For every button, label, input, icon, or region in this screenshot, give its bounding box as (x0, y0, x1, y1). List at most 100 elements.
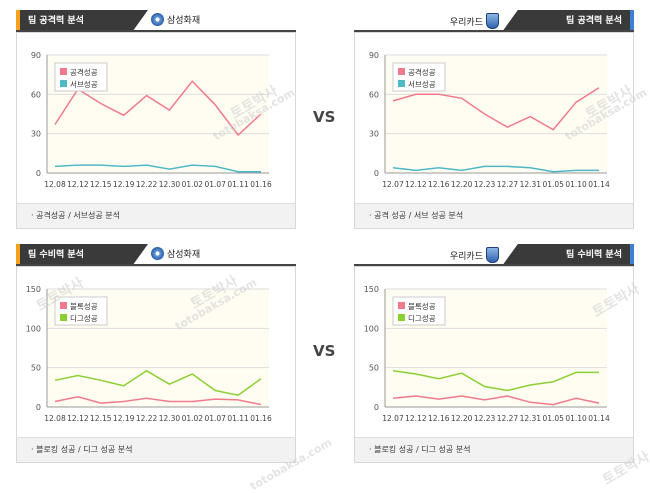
team-name: 삼성화재 (167, 16, 201, 26)
y-tick-label: 30 (369, 130, 379, 139)
x-tick-label: 12.19 (113, 180, 135, 189)
x-tick-label: 12.30 (159, 180, 181, 189)
x-tick-label: 12.23 (474, 180, 496, 189)
vs-label-defense: VS (313, 342, 336, 360)
woori-attack-panel: 팀 공격력 분석 우리카드 0 30 60 90 12.07 12.12 12.16 12.2… (354, 10, 634, 229)
defense-line-chart: 0 50 100 150 12.07 12.12 12.16 12.20 12.23 12.27 1… (364, 285, 610, 423)
legend-label: 공격성공 (408, 67, 436, 77)
team-name: 우리카드 (449, 251, 483, 262)
legend-label: 공격성공 (70, 67, 98, 77)
x-tick-label: 12.12 (67, 414, 89, 423)
x-tick-label: 12.22 (136, 180, 158, 189)
x-tick-label: 12.12 (405, 180, 427, 189)
x-tick-label: 01.10 (565, 414, 587, 423)
team-label: 삼성화재 (151, 247, 200, 260)
x-tick-label: 01.16 (250, 180, 272, 189)
x-tick-label: 12.31 (520, 180, 542, 189)
chart-footer: · 블로킹 성공 / 디그 성공 분석 (17, 437, 295, 462)
series-line (392, 87, 600, 131)
panel-header: 팀 공격력 분석 삼성화재 (16, 10, 296, 32)
x-tick-label: 01.07 (204, 180, 226, 189)
y-tick-label: 100 (26, 324, 41, 333)
x-tick-label: 01.05 (542, 180, 564, 189)
x-tick-label: 12.16 (428, 414, 450, 423)
x-tick-label: 01.07 (204, 414, 226, 423)
legend-label: 디그성공 (70, 314, 98, 323)
y-tick-label: 0 (374, 169, 379, 178)
x-tick-label: 12.22 (136, 414, 158, 423)
chart-box: 0 30 60 90 12.08 12.12 12.15 12.19 12.22 12.30 01.… (16, 32, 296, 229)
chart-box: 0 50 100 150 12.07 12.12 12.16 12.20 12.23 12.27 1… (354, 266, 634, 463)
team-name: 삼성화재 (167, 250, 201, 260)
samsung-emblem-icon (151, 247, 164, 260)
team-label: 우리카드 (450, 247, 499, 263)
y-tick-label: 50 (31, 364, 41, 373)
y-tick-label: 60 (31, 90, 41, 99)
legend-label: 디그성공 (408, 314, 436, 323)
legend-swatch (398, 80, 405, 87)
team-name: 우리카드 (449, 17, 483, 28)
x-tick-label: 01.14 (588, 414, 610, 423)
x-tick-label: 01.16 (250, 414, 272, 423)
panel-header: 팀 공격력 분석 우리카드 (354, 10, 634, 32)
x-tick-label: 12.12 (67, 180, 89, 189)
panel-header: 팀 수비력 분석 삼성화재 (16, 244, 296, 266)
legend-label: 서브성공 (408, 80, 436, 89)
series-line (54, 396, 262, 406)
y-tick-label: 90 (369, 51, 379, 60)
series-line (392, 370, 599, 392)
legend-label: 서브성공 (70, 80, 98, 89)
vs-label-attack: VS (313, 108, 336, 126)
series-line (54, 164, 261, 173)
legend-swatch (398, 68, 405, 75)
x-tick-label: 12.20 (451, 414, 473, 423)
panel-title: 팀 공격력 분석 (502, 10, 634, 32)
y-tick-label: 50 (369, 364, 379, 373)
chart-footer: · 블로킹 성공 / 디그 성공 분석 (355, 437, 633, 462)
x-tick-label: 01.11 (227, 414, 249, 423)
x-tick-label: 12.16 (428, 180, 450, 189)
attack-line-chart: 0 30 60 90 12.07 12.12 12.16 12.20 12.23 12.27 12.… (369, 51, 610, 189)
legend-label: 블록성공 (408, 302, 436, 311)
x-tick-label: 12.08 (44, 414, 66, 423)
y-tick-label: 100 (364, 324, 379, 333)
chart-footer: · 공격성공 / 서브성공 분석 (17, 203, 295, 228)
x-tick-label: 12.27 (497, 180, 519, 189)
woori-defense-panel: 팀 수비력 분석 우리카드 0 50 100 150 12.07 12.12 12.16 12… (354, 244, 634, 463)
legend-swatch (60, 68, 67, 75)
x-tick-label: 12.31 (520, 414, 542, 423)
x-tick-label: 12.08 (44, 180, 66, 189)
x-tick-label: 12.07 (382, 180, 404, 189)
chart-footer: · 공격 성공 / 서브 성공 분석 (355, 203, 633, 228)
x-tick-label: 12.23 (474, 414, 496, 423)
woori-shield-icon (486, 247, 499, 263)
x-tick-label: 12.15 (90, 180, 112, 189)
legend-label: 블록성공 (70, 302, 98, 311)
y-tick-label: 60 (369, 90, 379, 99)
legend-swatch (60, 80, 67, 87)
legend-swatch (398, 314, 405, 321)
x-tick-label: 01.10 (565, 180, 587, 189)
series-line (392, 165, 599, 173)
legend-swatch (60, 302, 67, 309)
panel-title: 팀 공격력 분석 (16, 10, 148, 32)
legend-swatch (398, 302, 405, 309)
x-tick-label: 12.07 (382, 414, 404, 423)
samsung-emblem-icon (151, 13, 164, 26)
x-tick-label: 01.02 (182, 180, 204, 189)
y-tick-label: 90 (31, 51, 41, 60)
y-tick-label: 30 (31, 130, 41, 139)
team-label: 삼성화재 (151, 13, 200, 26)
y-tick-label: 0 (36, 403, 41, 412)
series-line (54, 80, 262, 137)
x-tick-label: 12.27 (497, 414, 519, 423)
y-tick-label: 0 (36, 169, 41, 178)
panel-title: 팀 수비력 분석 (16, 244, 148, 266)
panel-header: 팀 수비력 분석 우리카드 (354, 244, 634, 266)
